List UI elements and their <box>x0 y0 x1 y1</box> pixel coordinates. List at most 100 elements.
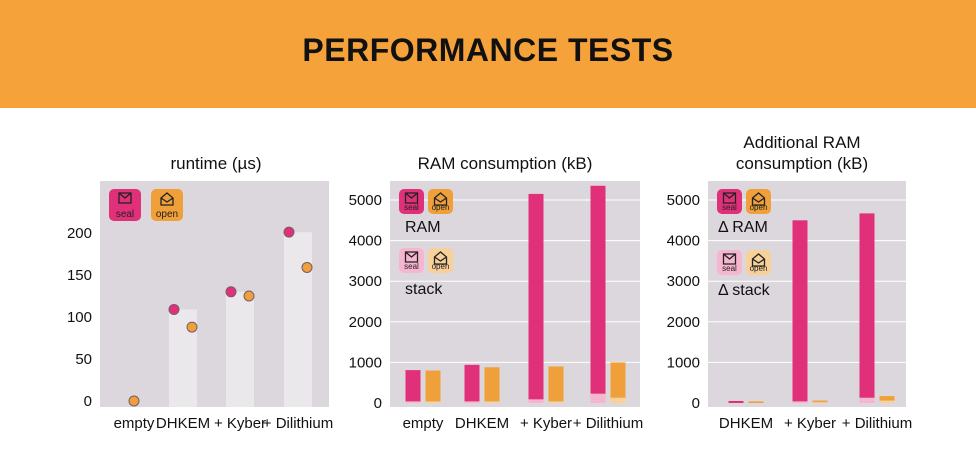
ram-legend-seal-stack-label: seal <box>404 262 419 271</box>
runtime-y-tick-label: 150 <box>67 267 92 284</box>
additional-ram-seal-bar <box>728 400 744 403</box>
ram-seal-stack-bar <box>590 393 606 403</box>
runtime-chart-title: runtime (µs) <box>170 154 261 173</box>
additional-ram-legend-open-label: open <box>750 203 768 212</box>
ram-y-tick-label: 1000 <box>349 354 382 371</box>
additional-ram-legend-seal: seal <box>717 189 742 214</box>
runtime-legend-open: open <box>151 189 183 221</box>
envelope-open-icon <box>160 192 174 206</box>
additional-ram-open-bar <box>748 401 764 403</box>
ram-seal-bar <box>590 185 606 403</box>
runtime-open-point <box>301 261 313 273</box>
additional-ram-x-tick-label: + Dilithium <box>842 415 912 432</box>
runtime-range-bar <box>226 291 254 407</box>
ram-legend-ram-label: RAM <box>405 219 441 236</box>
ram-seal-stack-bar <box>405 401 421 403</box>
runtime-y-tick-label: 50 <box>75 351 92 368</box>
ram-x-tick-label: DHKEM <box>455 415 509 432</box>
runtime-open-point <box>243 290 255 302</box>
additional-ram-seal-bar <box>792 220 808 403</box>
additional-ram-open-bar <box>879 396 895 403</box>
additional-ram-y-tick-label: 0 <box>692 395 700 412</box>
ram-open-stack-bar <box>484 401 500 403</box>
ram-seal-stack-bar <box>528 399 544 403</box>
runtime-legend-seal-label: seal <box>116 209 134 220</box>
ram-legend-seal: seal <box>399 189 424 214</box>
runtime-legend-seal: seal <box>109 189 141 221</box>
ram-chart: RAM consumption (kB) 0 1000 2000 3000 4000 50… <box>349 154 644 432</box>
runtime-x-tick-label: + Kyber <box>214 415 266 432</box>
ram-legend-open-stack-label: open <box>432 262 450 271</box>
ram-x-tick-label: + Dilithium <box>573 415 643 432</box>
additional-ram-legend-stack-label: Δ stack <box>718 282 771 299</box>
additional-ram-legend-open-stack: open <box>746 250 771 275</box>
additional-ram-y-tick-label: 3000 <box>667 273 700 290</box>
additional-ram-legend-open-stack-label: open <box>750 264 768 273</box>
runtime-legend-open-label: open <box>156 209 178 220</box>
runtime-seal-point <box>168 303 180 315</box>
additional-ram-open-stack-bar <box>812 402 828 403</box>
ram-legend-open: open <box>428 189 453 214</box>
ram-y-tick-label: 5000 <box>349 192 382 209</box>
ram-open-bar <box>484 367 500 403</box>
runtime-y-tick-label: 200 <box>67 225 92 242</box>
additional-ram-y-tick-label: 1000 <box>667 354 700 371</box>
additional-ram-legend-seal-stack: seal <box>717 250 742 275</box>
runtime-range-bar <box>284 232 312 407</box>
envelope-open-icon <box>751 253 766 267</box>
additional-ram-seal-stack-bar <box>792 401 808 403</box>
envelope-closed-icon <box>404 251 419 263</box>
ram-open-bar <box>610 362 626 403</box>
ram-legend-open-stack: open <box>428 248 453 273</box>
additional-ram-y-tick-label: 2000 <box>667 314 700 331</box>
envelope-closed-icon <box>404 192 419 204</box>
ram-chart-title: RAM consumption (kB) <box>418 154 593 173</box>
ram-open-stack-bar <box>425 401 441 403</box>
ram-x-tick-label: + Kyber <box>520 415 572 432</box>
additional-ram-seal-stack-bar <box>859 397 875 403</box>
additional-ram-x-tick-label: DHKEM <box>719 415 773 432</box>
ram-y-tick-label: 0 <box>374 395 382 412</box>
ram-open-bar <box>425 370 441 403</box>
title-banner: PERFORMANCE TESTS <box>0 0 976 108</box>
ram-seal-bar <box>528 193 544 403</box>
additional-ram-legend-seal-stack-label: seal <box>722 264 737 273</box>
envelope-open-icon <box>433 251 448 265</box>
runtime-x-tick-label: empty <box>114 415 155 432</box>
runtime-x-tick-label: + Dilithium <box>263 415 333 432</box>
additional-ram-legend-seal-label: seal <box>722 203 737 212</box>
ram-open-stack-bar <box>610 397 626 403</box>
runtime-y-tick-label: 100 <box>67 309 92 326</box>
runtime-seal-point <box>283 226 295 238</box>
runtime-y-tick-label: 0 <box>84 393 92 410</box>
ram-seal-bar <box>464 364 480 403</box>
ram-legend-seal-label: seal <box>404 203 419 212</box>
additional-ram-legend-ram-label: Δ RAM <box>718 219 768 236</box>
runtime-chart: runtime (µs) 0 50 100 150 200 empty DHKEM + Kyb… <box>67 154 333 432</box>
envelope-closed-icon <box>722 253 737 265</box>
ram-y-tick-label: 2000 <box>349 314 382 331</box>
additional-ram-y-tick-label: 4000 <box>667 233 700 250</box>
page-title: PERFORMANCE TESTS <box>302 32 674 68</box>
ram-y-tick-label: 3000 <box>349 273 382 290</box>
additional-ram-y-tick-label: 5000 <box>667 192 700 209</box>
envelope-open-icon <box>433 192 448 206</box>
ram-seal-stack-bar <box>464 401 480 403</box>
runtime-legend-seal-swatch <box>109 189 141 221</box>
ram-y-tick-label: 4000 <box>349 233 382 250</box>
additional-ram-open-bar <box>812 400 828 403</box>
runtime-x-tick-label: DHKEM <box>156 415 210 432</box>
ram-x-tick-label: empty <box>403 415 444 432</box>
runtime-open-point <box>128 395 140 407</box>
ram-legend-seal-stack: seal <box>399 248 424 273</box>
envelope-closed-icon <box>722 192 737 204</box>
additional-ram-x-tick-label: + Kyber <box>784 415 836 432</box>
envelope-open-icon <box>751 192 766 206</box>
additional-ram-open-stack-bar <box>879 400 895 403</box>
additional-ram-chart-title-line2: consumption (kB) <box>736 154 868 173</box>
ram-open-stack-bar <box>548 401 564 403</box>
additional-ram-seal-bar <box>859 213 875 403</box>
envelope-closed-icon <box>118 192 132 204</box>
ram-legend-open-label: open <box>432 203 450 212</box>
